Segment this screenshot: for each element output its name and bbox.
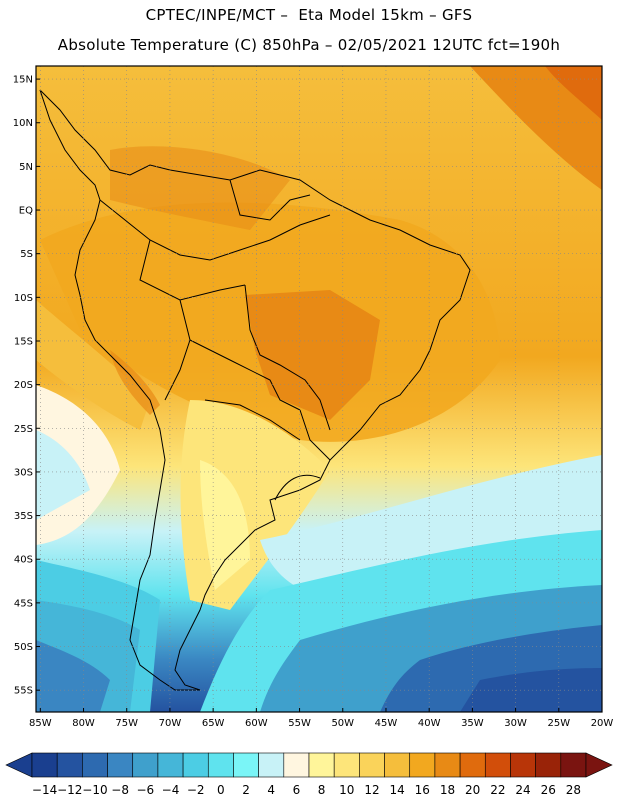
colorbar-swatch xyxy=(535,752,562,778)
colorbar-swatch xyxy=(560,752,587,778)
colorbar: −14 −12 −10 −8 −6 −4 −2 0 2 4 6 8 10 12 14 16 18 20 22 24 26… xyxy=(5,752,613,797)
lon-label: 45W xyxy=(375,718,398,729)
colorbar-swatch xyxy=(384,752,411,778)
colorbar-swatch xyxy=(207,752,234,778)
colorbar-high-arrow xyxy=(585,752,613,778)
colorbar-label: 22 xyxy=(490,783,505,797)
colorbar-swatch xyxy=(308,752,335,778)
colorbar-swatch xyxy=(409,752,436,778)
colorbar-label: 10 xyxy=(339,783,354,797)
colorbar-swatch xyxy=(132,752,159,778)
lat-label: 5S xyxy=(20,249,33,260)
temperature-field xyxy=(36,66,602,712)
lat-label: 10N xyxy=(13,118,33,129)
lon-label: 85W xyxy=(29,718,52,729)
lon-label: 60W xyxy=(245,718,268,729)
colorbar-label: −8 xyxy=(111,783,129,797)
colorbar-label: 26 xyxy=(541,783,556,797)
lon-label: 20W xyxy=(591,718,614,729)
colorbar-swatch xyxy=(434,752,461,778)
lon-label: 35W xyxy=(461,718,484,729)
lon-label: 70W xyxy=(159,718,182,729)
colorbar-swatch xyxy=(283,752,310,778)
lat-label: 50S xyxy=(14,642,33,653)
longitude-labels: 85W 80W 75W 70W 65W 60W 55W 50W 45W 40W 35W 30W 25W 2… xyxy=(29,708,613,729)
lat-label: 20S xyxy=(14,380,33,391)
lat-label: 45S xyxy=(14,598,33,609)
lon-label: 25W xyxy=(547,718,570,729)
title-line-1: CPTEC/INPE/MCT – Eta Model 15km – GFS xyxy=(145,6,473,24)
lon-label: 40W xyxy=(418,718,441,729)
colorbar-label: 18 xyxy=(440,783,455,797)
title-line-2: Absolute Temperature (C) 850hPa – 02/05/… xyxy=(57,36,561,54)
colorbar-label: 4 xyxy=(267,783,275,797)
colorbar-label: 14 xyxy=(389,783,404,797)
colorbar-label: 20 xyxy=(465,783,480,797)
lat-label: 5N xyxy=(19,162,33,173)
lon-label: 65W xyxy=(202,718,225,729)
lat-label: 40S xyxy=(14,555,33,566)
colorbar-swatch xyxy=(31,752,58,778)
colorbar-label: −6 xyxy=(136,783,154,797)
lat-label: 55S xyxy=(14,686,33,697)
colorbar-low-arrow xyxy=(5,752,33,778)
coastline xyxy=(39,89,471,691)
colorbar-swatch xyxy=(258,752,285,778)
colorbar-swatch xyxy=(459,752,486,778)
colorbar-swatch xyxy=(359,752,385,778)
lat-label: 15S xyxy=(14,336,33,347)
map-frame xyxy=(35,65,603,713)
lon-label: 50W xyxy=(331,718,354,729)
colorbar-label: 6 xyxy=(293,783,301,797)
colorbar-label: 8 xyxy=(318,783,326,797)
lat-label: 30S xyxy=(14,467,33,478)
latitude-labels: 15N 10N 5N EQ 5S 10S 15S 20S 25S 30S 35S 40S 45S 50S 5… xyxy=(13,75,40,697)
colorbar-swatch xyxy=(182,752,209,778)
colorbar-swatch xyxy=(510,752,536,778)
colorbar-label: 16 xyxy=(415,783,430,797)
lat-label: EQ xyxy=(19,206,33,217)
colorbar-swatch xyxy=(157,752,184,778)
lon-label: 80W xyxy=(72,718,95,729)
lat-label: 25S xyxy=(14,424,33,435)
colorbar-swatch xyxy=(82,752,108,778)
colorbar-swatch xyxy=(233,752,259,778)
lon-label: 55W xyxy=(288,718,311,729)
colorbar-label: −14 xyxy=(32,783,57,797)
colorbar-label: 28 xyxy=(566,783,581,797)
colorbar-label: 24 xyxy=(515,783,530,797)
colorbar-label: −4 xyxy=(162,783,180,797)
colorbar-label: −2 xyxy=(187,783,205,797)
colorbar-label: −10 xyxy=(82,783,107,797)
lat-label: 35S xyxy=(14,511,33,522)
colorbar-label: 12 xyxy=(364,783,379,797)
colorbar-label: 0 xyxy=(217,783,225,797)
colorbar-label: 2 xyxy=(242,783,250,797)
lat-label: 10S xyxy=(14,293,33,304)
lat-label: 15N xyxy=(13,75,33,86)
colorbar-label: −12 xyxy=(57,783,82,797)
lon-label: 30W xyxy=(504,718,527,729)
colorbar-swatch xyxy=(107,752,134,778)
colorbar-swatch xyxy=(333,752,360,778)
colorbar-swatch xyxy=(484,752,511,778)
colorbar-swatch xyxy=(56,752,83,778)
lon-label: 75W xyxy=(115,718,138,729)
